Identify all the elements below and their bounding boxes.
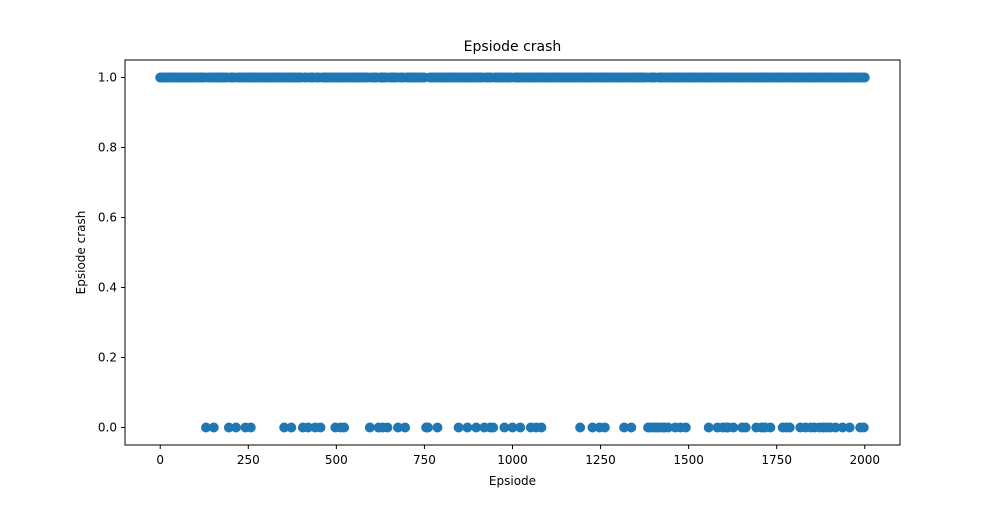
y-tick-label: 0.6 (98, 211, 117, 225)
data-point-no-crash (488, 422, 499, 433)
x-axis: 0 250 500 750 1000 1250 1500 1750 2000 (156, 445, 880, 467)
y-tick-label: 0.2 (98, 351, 117, 365)
data-point-no-crash (303, 422, 314, 433)
data-point-no-crash (208, 422, 219, 433)
x-tick-label: 250 (237, 453, 260, 467)
data-point-no-crash (453, 422, 464, 433)
data-point-no-crash (245, 422, 256, 433)
data-point-no-crash (286, 422, 297, 433)
y-tick-label: 0.0 (98, 421, 117, 435)
data-point-no-crash (844, 422, 855, 433)
data-point-no-crash (422, 422, 433, 433)
data-point-no-crash (339, 422, 350, 433)
data-point-no-crash (858, 422, 869, 433)
y-tick-label: 0.4 (98, 281, 117, 295)
x-tick-label: 500 (325, 453, 348, 467)
x-tick-label: 1750 (761, 453, 792, 467)
data-point-no-crash (499, 422, 510, 433)
data-point-no-crash (728, 422, 739, 433)
data-point-no-crash (599, 422, 610, 433)
data-point-no-crash (663, 422, 674, 433)
x-tick-label: 0 (156, 453, 164, 467)
data-point-crash (859, 72, 870, 83)
data-point-no-crash (364, 422, 375, 433)
data-points (155, 72, 870, 433)
plot-area-frame (124, 59, 901, 446)
y-axis-label: Epsiode crash (74, 211, 88, 295)
x-axis-label: Epsiode (489, 474, 536, 488)
data-point-no-crash (462, 422, 473, 433)
x-tick-label: 1250 (585, 453, 616, 467)
data-point-no-crash (507, 422, 518, 433)
data-point-no-crash (393, 422, 404, 433)
data-point-no-crash (587, 422, 598, 433)
data-point-no-crash (619, 422, 630, 433)
data-point-no-crash (740, 422, 751, 433)
data-point-no-crash (765, 422, 776, 433)
data-point-no-crash (223, 422, 234, 433)
data-point-no-crash (626, 422, 637, 433)
data-point-no-crash (575, 422, 586, 433)
data-point-no-crash (315, 422, 326, 433)
data-point-no-crash (830, 422, 841, 433)
data-point-no-crash (784, 422, 795, 433)
data-point-no-crash (515, 422, 526, 433)
chart-title: Epsiode crash (464, 39, 562, 55)
x-tick-label: 1500 (673, 453, 704, 467)
data-point-no-crash (536, 422, 547, 433)
data-point-no-crash (230, 422, 241, 433)
data-point-no-crash (837, 422, 848, 433)
x-tick-label: 2000 (849, 453, 880, 467)
data-point-no-crash (432, 422, 443, 433)
data-point-no-crash (400, 422, 411, 433)
x-tick-label: 750 (413, 453, 436, 467)
x-tick-label: 1000 (497, 453, 528, 467)
data-point-no-crash (382, 422, 393, 433)
data-point-no-crash (703, 422, 714, 433)
y-tick-label: 1.0 (98, 71, 117, 85)
y-tick-label: 0.8 (98, 141, 117, 155)
data-point-no-crash (279, 422, 290, 433)
data-point-no-crash (471, 422, 482, 433)
y-axis: 0.0 0.2 0.4 0.6 0.8 1.0 (98, 71, 125, 435)
data-point-no-crash (201, 422, 212, 433)
data-point-no-crash (680, 422, 691, 433)
